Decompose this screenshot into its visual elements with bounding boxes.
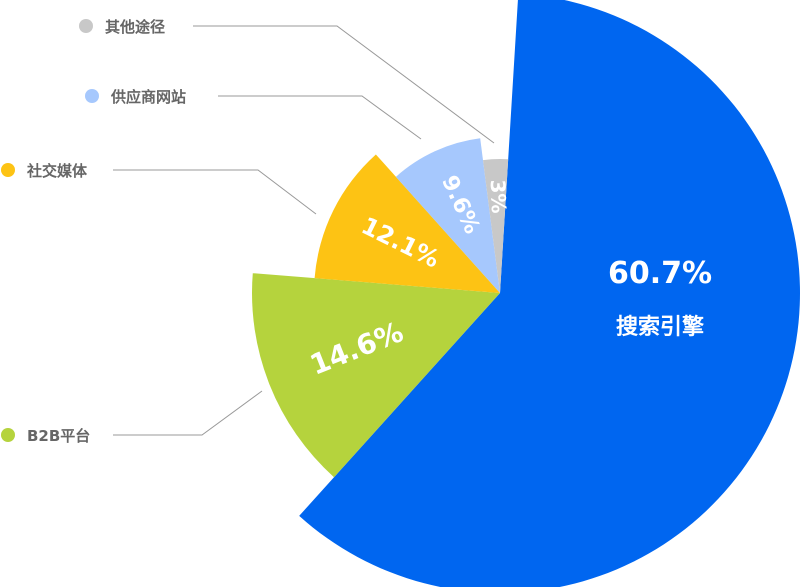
legend-dot-social [1, 163, 15, 177]
main-slice-percent: 60.7% [608, 256, 712, 291]
legend-label-b2b: B2B平台 [27, 427, 90, 445]
legend-item-other: 其他途径 [79, 18, 165, 36]
slice-other[interactable] [482, 159, 509, 293]
legend-item-b2b: B2B平台 [1, 427, 90, 445]
legend-item-social: 社交媒体 [1, 162, 88, 180]
slice-social[interactable] [314, 154, 500, 293]
slice-supplier[interactable] [395, 138, 500, 293]
slice-b2b[interactable] [252, 273, 500, 478]
legend-item-supplier: 供应商网站 [85, 88, 186, 106]
leader-line-b2b [113, 390, 263, 436]
legend-label-other: 其他途径 [105, 18, 165, 36]
slice-label-other: 3% [486, 179, 511, 214]
legend-dot-supplier [85, 89, 99, 103]
leader-line-social [113, 169, 317, 215]
legend-label-social: 社交媒体 [26, 162, 88, 180]
legend-dot-other [79, 19, 93, 33]
main-slice-category: 搜索引擎 [616, 315, 704, 340]
legend-label-supplier: 供应商网站 [110, 88, 186, 106]
slice-search-engine[interactable] [299, 0, 800, 587]
legend-dot-b2b [1, 428, 15, 442]
leader-line-supplier [218, 95, 422, 140]
leader-line-other [193, 25, 495, 144]
